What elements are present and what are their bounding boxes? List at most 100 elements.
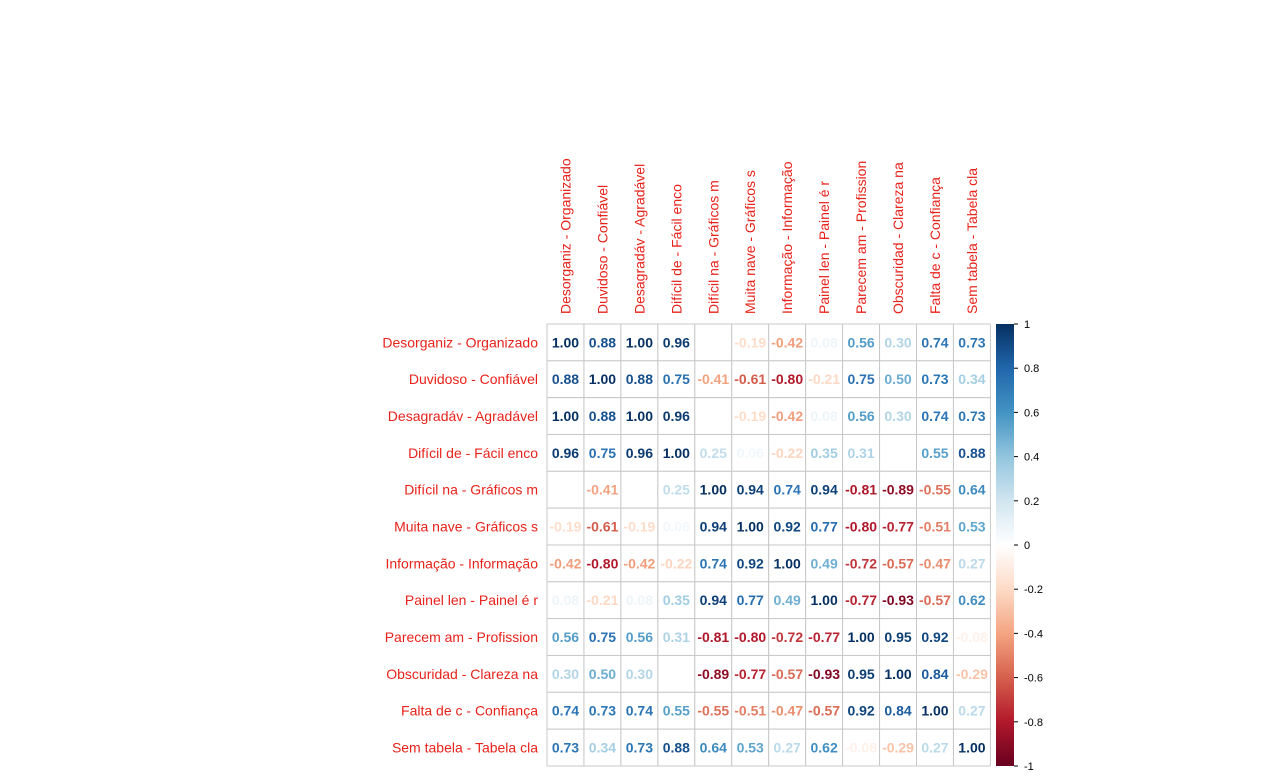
heatmap-cell [657, 581, 696, 620]
cell-value-label: 0.00 [626, 482, 653, 498]
cell-value-label: 0.35 [811, 445, 838, 461]
heatmap-cell [620, 618, 659, 656]
heatmap-cell [916, 691, 954, 730]
cell-value-label: 1.00 [589, 371, 616, 387]
heatmap-cell [657, 691, 696, 730]
row-label: Falta de c - Confiança [401, 703, 538, 719]
cell-value-label: 0.64 [700, 740, 727, 756]
row-label: Desorganiz - Organizado [382, 334, 538, 350]
cell-value-label: 0.34 [589, 740, 616, 756]
heatmap-cells: 1.00 0.88 1.00 0.96 0.00 -0.19 -0.42 0.08 0.56 0.… [546, 323, 991, 767]
cell-value-label: -0.57 [808, 703, 840, 719]
heatmap-cell [731, 470, 770, 509]
heatmap-cell [546, 618, 585, 656]
heatmap-cell [916, 654, 954, 693]
cell-value-label: -0.29 [882, 740, 914, 756]
cell-value-label: 0.27 [958, 703, 985, 719]
heatmap-cell [546, 470, 585, 509]
row-label: Desagradáv - Agradável [388, 408, 538, 424]
cell-value-label: 0.27 [921, 740, 948, 756]
legend-tick-label: 0.6 [1024, 407, 1039, 419]
cell-value-label: -0.42 [771, 408, 803, 424]
cell-value-label: 0.08 [626, 592, 653, 608]
cell-value-label: 1.00 [700, 482, 727, 498]
cell-value-label: -0.19 [734, 408, 766, 424]
legend-tick-label: 1 [1024, 319, 1030, 331]
heatmap-cell [731, 691, 770, 730]
cell-value-label: 0.94 [811, 482, 838, 498]
row-label: Parecem am - Profission [385, 629, 538, 645]
column-labels: Desorganiz - Organizado Duvidoso - Confiá… [557, 158, 979, 314]
heatmap-cell [731, 433, 770, 472]
cell-value-label: -0.57 [771, 666, 803, 682]
cell-value-label: -0.55 [919, 482, 951, 498]
heatmap-cell [768, 581, 807, 620]
cell-value-label: 0.25 [700, 445, 727, 461]
cell-value-label: -0.81 [697, 629, 729, 645]
heatmap-cell [694, 544, 733, 583]
cell-value-label: 0.62 [811, 740, 838, 756]
cell-value-label: 0.27 [774, 740, 801, 756]
heatmap-cell [768, 507, 807, 546]
heatmap-cell [879, 654, 917, 693]
cell-value-label: 0.27 [958, 555, 985, 571]
cell-value-label: -0.57 [919, 592, 951, 608]
heatmap-cell [879, 433, 917, 472]
heatmap-cell [583, 544, 622, 583]
cell-value-label: 0.73 [589, 703, 616, 719]
column-label: Desagradáv - Agradável [631, 164, 647, 314]
heatmap-cell [805, 470, 844, 509]
heatmap-cell [805, 360, 844, 399]
heatmap-cell [731, 544, 770, 583]
cell-value-label: 0.74 [921, 408, 948, 424]
cell-value-label: 0.73 [921, 371, 948, 387]
legend-tick-label: 0 [1024, 540, 1030, 552]
legend-tick-label: 0.8 [1024, 363, 1039, 375]
column-label: Painel len - Painel é r [816, 181, 832, 314]
heatmap-cell [620, 544, 659, 583]
heatmap-cell [546, 323, 585, 362]
heatmap-cell [768, 470, 807, 509]
heatmap-cell [952, 433, 991, 472]
cell-value-label: -0.19 [623, 519, 655, 535]
heatmap-cell [620, 581, 659, 620]
cell-value-label: 0.56 [847, 408, 874, 424]
row-label: Difícil de - Fácil enco [408, 445, 538, 461]
heatmap-cell [916, 433, 954, 472]
heatmap-cell [879, 323, 917, 362]
cell-value-label: 0.84 [921, 666, 948, 682]
row-label: Informação - Informação [385, 555, 538, 571]
cell-value-label: -0.93 [808, 666, 840, 682]
heatmap-cell [546, 507, 585, 546]
cell-value-label: 0.92 [774, 519, 801, 535]
cell-value-label: 0.55 [921, 445, 948, 461]
heatmap-cell [952, 323, 991, 362]
heatmap-cell [952, 581, 991, 620]
cell-value-label: 0.88 [958, 445, 985, 461]
cell-value-label: 0.08 [811, 408, 838, 424]
cell-value-label: 0.53 [958, 519, 985, 535]
heatmap-cell [768, 397, 807, 435]
heatmap-cell [805, 507, 844, 546]
heatmap-cell [583, 691, 622, 730]
cell-value-label: 0.73 [626, 740, 653, 756]
row-labels: Desorganiz - Organizado Duvidoso - Confiá… [382, 334, 538, 755]
heatmap-cell [731, 618, 770, 656]
cell-value-label: -0.61 [586, 519, 618, 535]
heatmap-cell [805, 654, 844, 693]
cell-value-label: -0.80 [771, 371, 803, 387]
color-legend: 1 0.8 0.6 0.4 0.2 0 -0.2 -0.4 -0.6 -0.8 -1 [996, 319, 1043, 773]
cell-value-label: 0.96 [663, 408, 690, 424]
heatmap-cell [546, 544, 585, 583]
cell-value-label: 0.75 [589, 629, 616, 645]
column-label: Muita nave - Gráficos s [742, 170, 758, 314]
cell-value-label: 0.77 [811, 519, 838, 535]
cell-value-label: -0.77 [734, 666, 766, 682]
cell-value-label: 0.50 [589, 666, 616, 682]
cell-value-label: -0.57 [882, 555, 914, 571]
column-label: Obscurid­ad - Clareza na [890, 162, 906, 314]
cell-value-label: 0.00 [884, 445, 911, 461]
cell-value-label: 0.49 [774, 592, 801, 608]
heatmap-cell [768, 691, 807, 730]
